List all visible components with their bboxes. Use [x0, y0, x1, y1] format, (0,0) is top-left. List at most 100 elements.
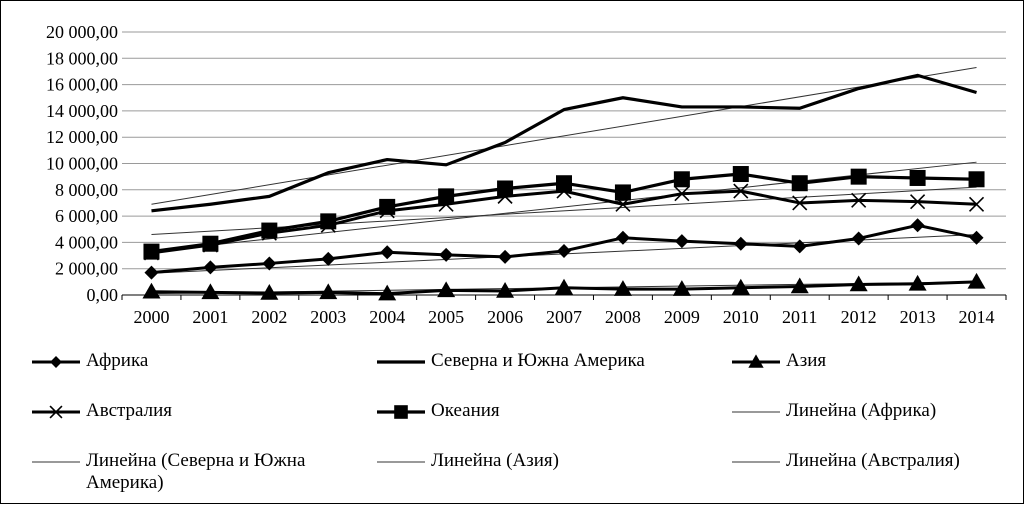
legend-swatch	[732, 461, 780, 463]
y-tick-label: 0,00	[87, 285, 119, 305]
legend-label: Австралия	[86, 400, 173, 421]
legend-swatch	[32, 405, 80, 419]
x-tick-label: 2008	[605, 307, 641, 327]
triangle-marker	[378, 284, 397, 301]
square-marker	[732, 166, 749, 183]
x-tick-label: 2001	[192, 307, 228, 327]
x-tick-label: 2010	[723, 307, 759, 327]
diamond-marker	[203, 260, 218, 275]
legend-item: Линейна (Северна и Южна Америка)	[30, 450, 360, 494]
square-marker	[850, 168, 867, 185]
legend-item: Африка	[30, 350, 360, 372]
diamond-marker	[792, 239, 807, 254]
legend-item: Линейна (Африка)	[730, 400, 1010, 422]
x-tick-label: 2005	[428, 307, 464, 327]
square-marker	[320, 213, 337, 230]
y-tick-label: 8 000,00	[55, 180, 118, 200]
cross-stroke	[851, 192, 867, 208]
triangle-marker	[437, 281, 456, 298]
legend-swatch	[377, 360, 425, 364]
triangle-marker	[672, 280, 691, 296]
x-tick-label: 2011	[782, 307, 817, 327]
diamond-marker	[851, 231, 866, 246]
x-tick-label: 2002	[251, 307, 287, 327]
y-tick-label: 20 000,00	[46, 22, 118, 42]
diamond-marker	[557, 243, 571, 258]
y-tick-label: 18 000,00	[46, 48, 118, 68]
cross-stroke	[733, 183, 749, 199]
legend-swatch	[377, 461, 425, 463]
triangle-marker	[555, 278, 573, 295]
series-3	[142, 272, 986, 301]
series-1	[144, 218, 984, 280]
diamond-marker	[674, 234, 689, 249]
legend-label: Линейна (Северна и Южна Америка)	[86, 450, 306, 493]
cross-marker	[851, 192, 867, 208]
x-tick-label: 2014	[959, 307, 995, 327]
trendline	[151, 161, 977, 253]
legend-label: Океания	[431, 400, 500, 421]
triangle-marker	[748, 354, 764, 368]
diamond-marker	[910, 218, 925, 233]
series-2	[151, 73, 977, 213]
legend-label: Линейна (Азия)	[431, 450, 559, 471]
diamond-marker	[969, 230, 984, 245]
series-5	[143, 166, 985, 260]
legend-swatch	[377, 405, 425, 419]
triangle-marker	[496, 282, 515, 298]
legend-label: Линейна (Африка)	[786, 400, 937, 421]
triangle-marker	[849, 275, 868, 292]
cross-stroke	[49, 405, 63, 419]
legend-item: Океания	[375, 400, 705, 422]
y-tick-label: 10 000,00	[46, 154, 118, 174]
cross-marker	[968, 196, 985, 212]
triangle-marker	[967, 272, 986, 289]
y-tick-label: 12 000,00	[46, 127, 118, 147]
diamond-marker	[733, 236, 748, 251]
triangle-marker	[790, 277, 809, 294]
legend-label: Северна и Южна Америка	[431, 350, 645, 371]
legend-item: Линейна (Австралия)	[730, 450, 1010, 472]
square-marker	[379, 198, 396, 215]
x-tick-label: 2007	[546, 307, 582, 327]
y-tick-label: 16 000,00	[46, 75, 118, 95]
square-marker	[556, 175, 572, 192]
legend-swatch	[32, 461, 80, 463]
diamond-marker	[380, 245, 395, 260]
cross-stroke	[792, 195, 808, 211]
cross-stroke	[674, 186, 690, 202]
square-marker	[497, 180, 514, 197]
series-line	[151, 73, 977, 213]
x-tick-label: 2004	[369, 307, 405, 327]
legend-item: Линейна (Азия)	[375, 450, 705, 472]
trendline	[151, 67, 977, 205]
x-tick-label: 2012	[841, 307, 877, 327]
legend: Африка Северна и Южна Америка Азия Австрали…	[30, 340, 1010, 500]
series-line	[151, 189, 977, 255]
diamond-marker	[321, 251, 336, 266]
cross-marker	[674, 186, 690, 202]
y-tick-label: 14 000,00	[46, 101, 118, 121]
square-marker	[438, 188, 455, 205]
y-tick-label: 4 000,00	[55, 232, 118, 252]
square-marker	[614, 184, 631, 201]
legend-item: Северна и Южна Америка	[375, 350, 705, 372]
cross-marker	[792, 195, 808, 211]
square-marker	[673, 171, 690, 188]
square-marker	[791, 175, 808, 192]
triangle-marker	[142, 282, 161, 299]
triangle-marker	[613, 280, 632, 296]
line-chart: 0,00 2 000,00 4 000,00 6 000,00 8 000,00 10 0…	[46, 22, 1007, 327]
y-tick-label: 2 000,00	[55, 259, 118, 279]
legend-item: Австралия	[30, 400, 360, 422]
diamond-marker	[615, 230, 630, 245]
triangle-marker	[731, 278, 750, 295]
x-tick-label: 2000	[133, 307, 169, 327]
diamond-marker	[498, 249, 513, 264]
x-tick-label: 2009	[664, 307, 700, 327]
legend-swatch	[732, 354, 780, 368]
legend-label: Азия	[786, 350, 827, 371]
cross-marker	[49, 405, 63, 419]
x-tick-label: 2003	[310, 307, 346, 327]
